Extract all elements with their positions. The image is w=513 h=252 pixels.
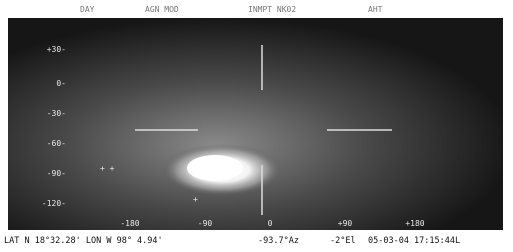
- header-item: AGN MOD: [145, 5, 179, 14]
- azimuth-label: -90: [198, 219, 213, 228]
- elevation-label: -30-: [47, 109, 66, 118]
- elevation-label: -90-: [47, 169, 66, 178]
- sensor-display: + + + DAY AGN MOD INMPT NK02 AHT +30- 0- -30-…: [0, 0, 513, 248]
- azimuth-label: +180: [405, 219, 424, 228]
- azimuth-label: +90: [338, 219, 353, 228]
- azimuth-label: 0: [268, 219, 273, 228]
- elevation-label: 0-: [56, 79, 66, 88]
- elevation-label: +30-: [47, 45, 66, 54]
- header-item: DAY: [80, 5, 95, 14]
- azimuth-label: -180: [120, 219, 139, 228]
- hot-core: [187, 155, 243, 181]
- marker: + +: [100, 164, 115, 173]
- elevation-label: -60-: [47, 139, 66, 148]
- position: LAT N 18°32.28' LON W 98° 4.94': [4, 236, 163, 246]
- elevation: -2°El: [330, 236, 356, 246]
- azimuth: -93.7°Az: [258, 236, 299, 246]
- marker: +: [193, 195, 198, 204]
- header-item: INMPT NK02: [248, 5, 296, 14]
- header-item: AHT: [368, 5, 383, 14]
- timestamp: 05-03-04 17:15:44L: [368, 236, 460, 246]
- elevation-label: -120-: [42, 199, 66, 208]
- display-svg: + + + DAY AGN MOD INMPT NK02 AHT +30- 0- -30-…: [0, 0, 513, 248]
- video-frame: [8, 18, 503, 230]
